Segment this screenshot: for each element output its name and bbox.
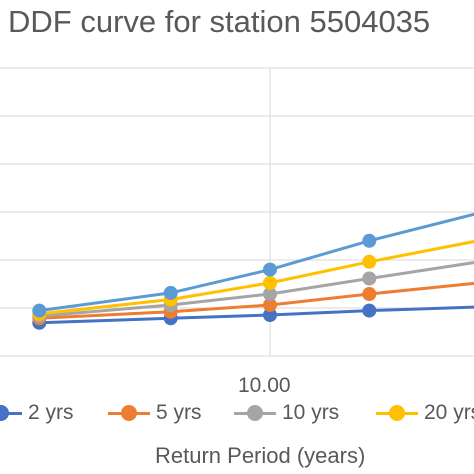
data-point <box>32 303 47 318</box>
legend-label-5yrs: 5 yrs <box>156 401 202 424</box>
data-point <box>362 254 377 269</box>
legend-swatch-2yrs <box>0 412 22 415</box>
data-point <box>263 275 277 290</box>
data-point <box>163 285 178 300</box>
series-line <box>39 240 474 316</box>
legend-marker-5yrs <box>121 405 137 421</box>
series-line <box>39 261 474 318</box>
series-20-yrs <box>32 240 474 321</box>
chart-title: DDF curve for station 5504035 <box>8 4 431 39</box>
data-point <box>362 233 377 248</box>
data-point <box>362 303 377 318</box>
x-axis-label: Return Period (years) <box>155 443 366 468</box>
data-point <box>263 287 277 301</box>
data-point <box>362 287 377 301</box>
legend-marker-2yrs <box>0 405 9 421</box>
data-point <box>263 298 277 312</box>
x-tick-label: 10.00 <box>238 374 291 397</box>
data-point <box>362 271 377 286</box>
data-point <box>263 262 277 277</box>
legend-label-20yrs: 20 yrs <box>424 401 474 424</box>
series-layer <box>32 212 474 330</box>
legend-marker-20yrs <box>389 405 405 421</box>
data-point <box>263 308 277 322</box>
legend-marker-10yrs <box>247 405 263 421</box>
legend-label-10yrs: 10 yrs <box>282 401 340 424</box>
series-50-yrs <box>32 212 474 318</box>
legend: 2 yrs 5 yrs 10 yrs 20 yrs <box>0 400 474 430</box>
legend-label-2yrs: 2 yrs <box>28 401 74 424</box>
